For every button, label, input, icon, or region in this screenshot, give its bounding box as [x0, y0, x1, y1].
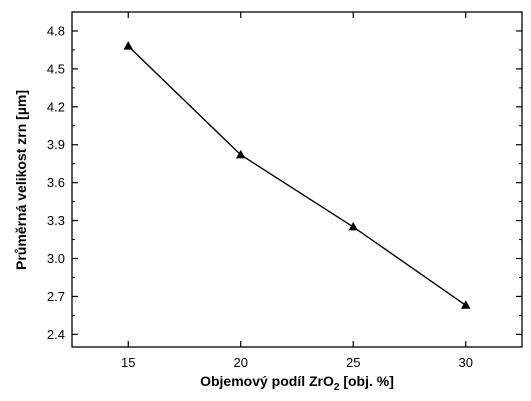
- y-tick-label: 2.4: [47, 327, 65, 342]
- y-tick-label: 3.3: [47, 213, 65, 228]
- y-axis: 2.4 2.7 3.0 3.3 3.6 3.9 4.2 4.5 4.8: [47, 23, 522, 342]
- y-tick-label: 4.5: [47, 61, 65, 76]
- y-tick-label: 3.0: [47, 251, 65, 266]
- data-point-triangle: [236, 149, 246, 159]
- plot-frame: [71, 11, 523, 348]
- x-tick-label: 25: [346, 355, 360, 370]
- data-point-triangle: [348, 221, 358, 231]
- series-line: [127, 45, 467, 306]
- x-tick-label: 20: [234, 355, 248, 370]
- x-tick-label: 15: [121, 355, 135, 370]
- series-layer: [123, 41, 471, 309]
- y-tick-label: 3.6: [47, 175, 65, 190]
- y-tick-label: 4.8: [47, 23, 65, 38]
- x-axis: 15 20 25 30: [121, 12, 473, 370]
- data-point-triangle: [123, 41, 133, 50]
- y-tick-label: 3.9: [47, 137, 65, 152]
- y-tick-label: 4.2: [47, 99, 65, 114]
- data-point-triangle: [461, 300, 471, 309]
- x-axis-title: Objemový podíl ZrO2 [obj. %]: [200, 373, 394, 393]
- y-tick-label: 2.7: [47, 289, 65, 304]
- x-tick-label: 30: [459, 355, 473, 370]
- y-axis-title: Průměrná velikost zrn [µm]: [13, 90, 29, 270]
